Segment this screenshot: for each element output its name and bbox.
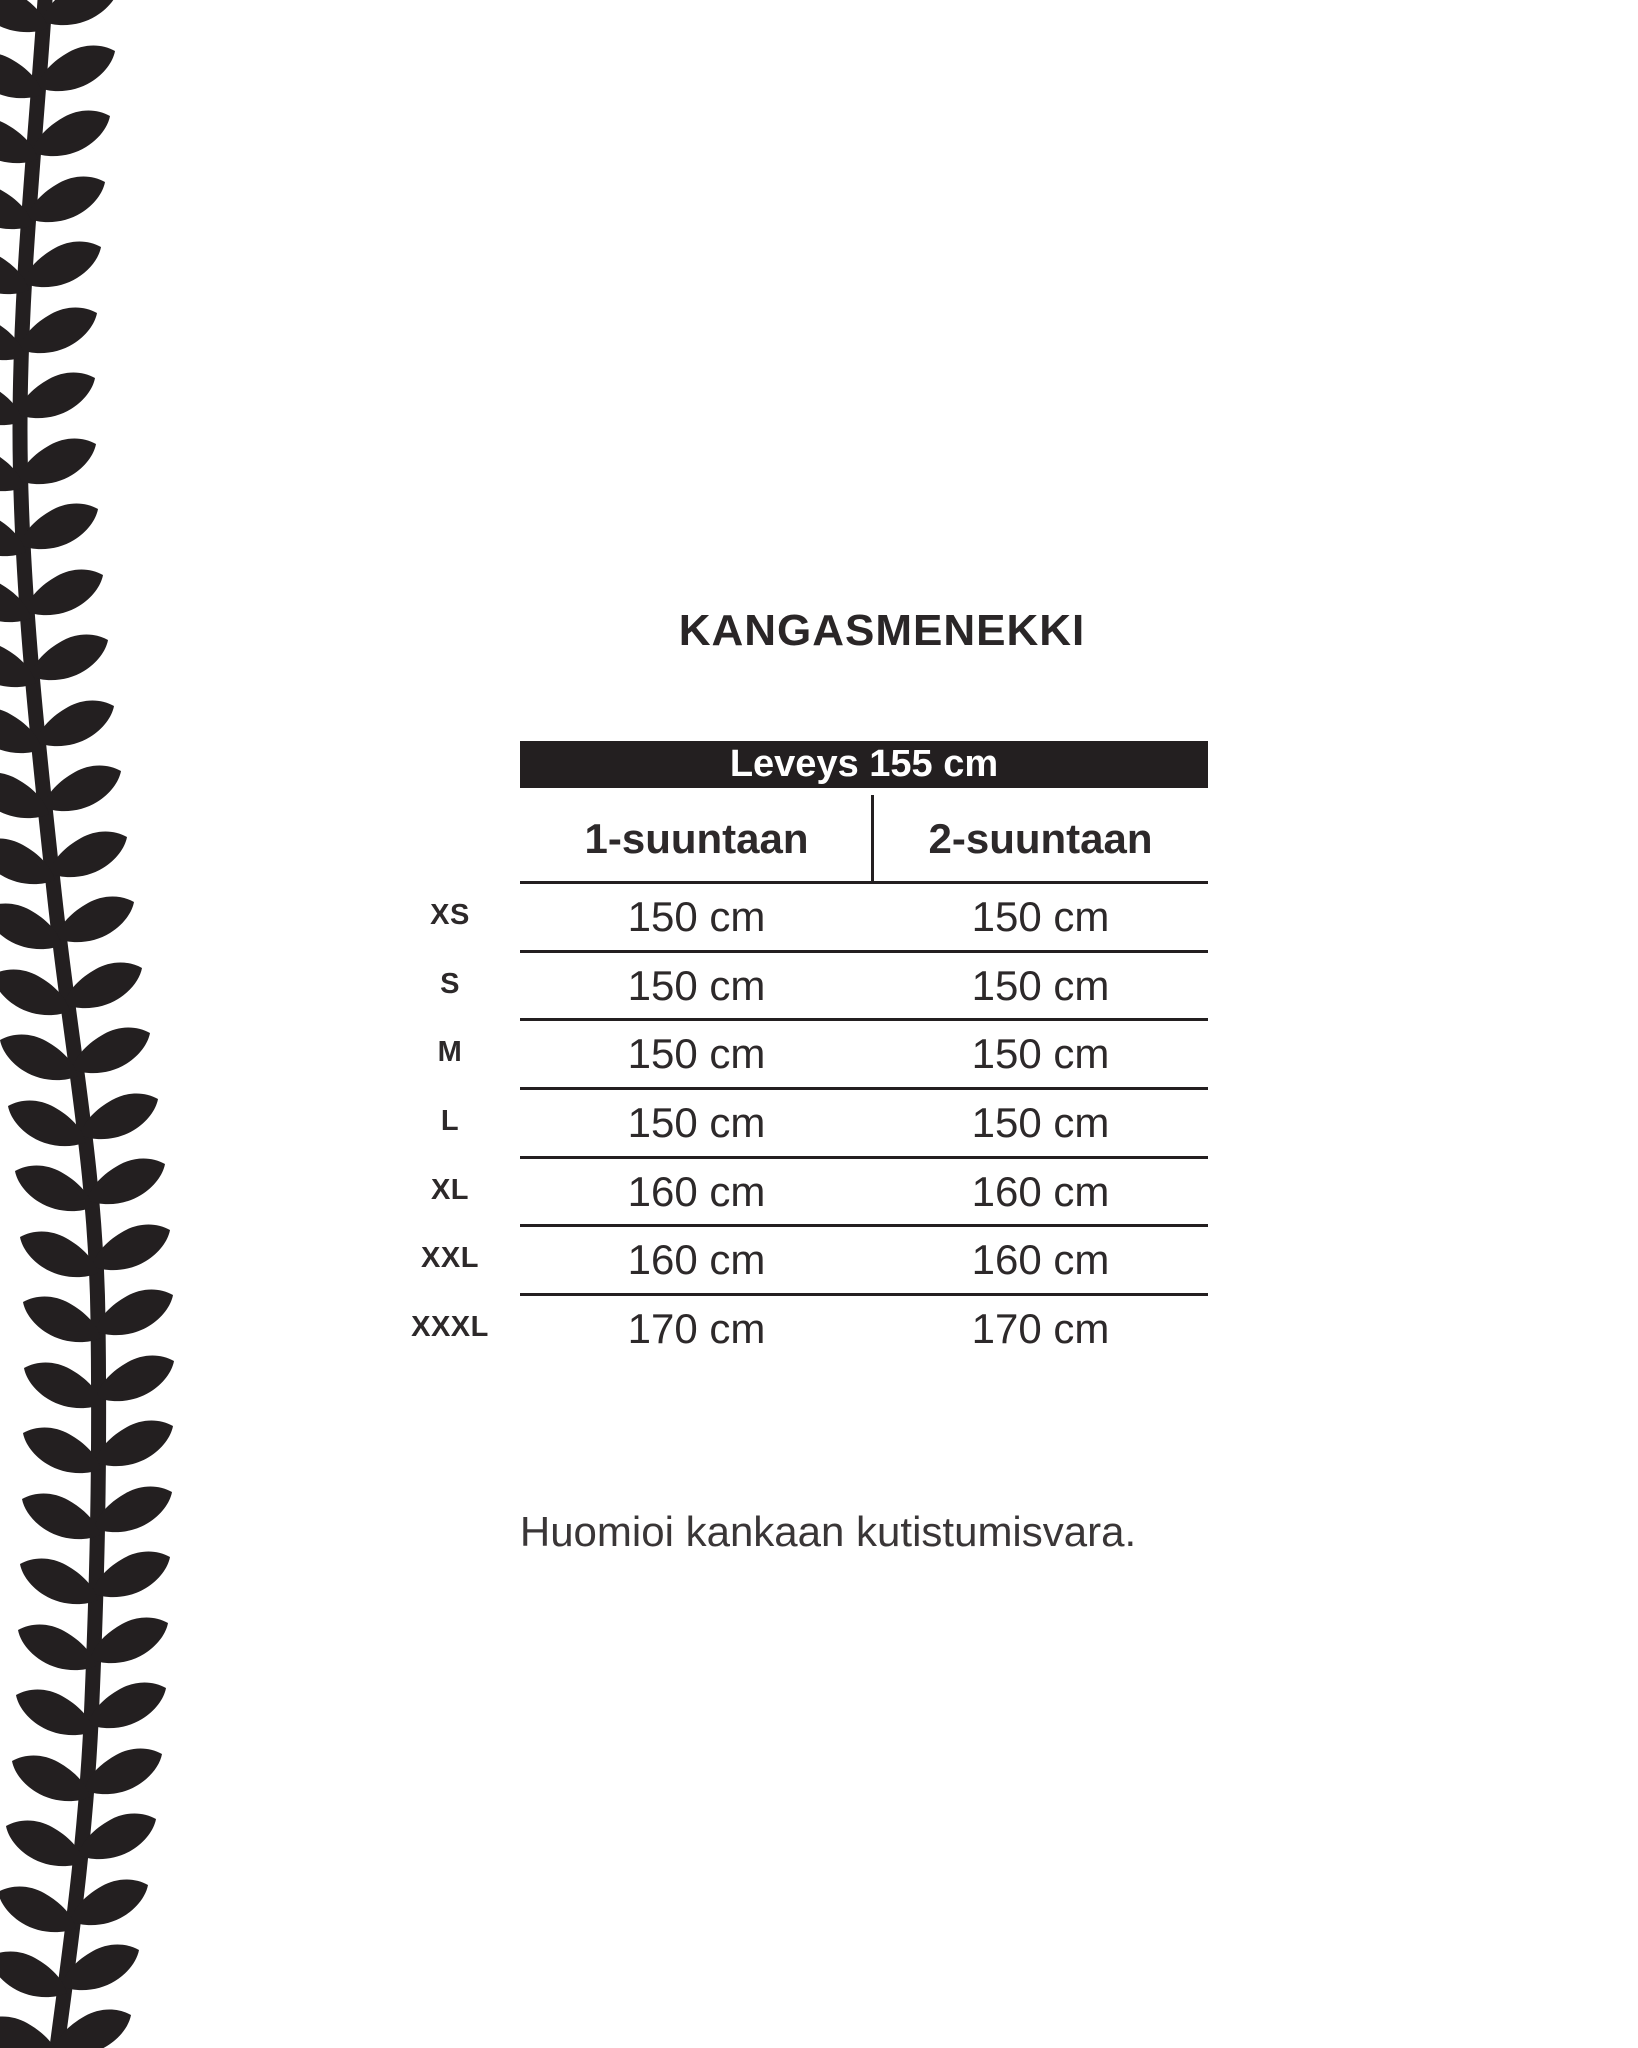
table-row: XL 160 cm 160 cm (380, 1155, 1208, 1225)
value-cell-one-way: 160 cm (627, 1167, 766, 1215)
value-cell-two-way: 170 cm (971, 1304, 1110, 1352)
size-label: XS (430, 898, 470, 931)
size-label: L (440, 1104, 460, 1137)
fabric-requirement-table: Leveys 155 cm 1-suuntaan 2-suuntaan XS 1… (380, 741, 1208, 1362)
table-row: S 150 cm 150 cm (380, 949, 1208, 1019)
size-label: XXL (421, 1242, 479, 1275)
size-label: XXXL (411, 1310, 489, 1343)
table-width-header: Leveys 155 cm (520, 741, 1208, 788)
column-header-row: 1-suuntaan 2-suuntaan (520, 788, 1208, 881)
table-row: XXL 160 cm 160 cm (380, 1224, 1208, 1293)
value-cell-one-way: 150 cm (627, 892, 766, 940)
value-cell-two-way: 150 cm (971, 1030, 1110, 1078)
value-cell-one-way: 170 cm (627, 1304, 766, 1352)
value-cell-one-way: 160 cm (627, 1236, 766, 1284)
size-label: S (440, 967, 460, 1000)
value-cell-two-way: 150 cm (971, 892, 1110, 940)
column-header-one-way: 1-suuntaan (584, 814, 809, 862)
table-row: M 150 cm 150 cm (380, 1018, 1208, 1087)
value-cell-two-way: 160 cm (971, 1236, 1110, 1284)
value-cell-two-way: 150 cm (971, 1098, 1110, 1146)
column-header-two-way: 2-suuntaan (928, 814, 1153, 862)
page-title: KANGASMENEKKI (678, 606, 1086, 656)
value-cell-one-way: 150 cm (627, 1030, 766, 1078)
column-divider-line (871, 795, 874, 881)
leaf-vine-icon (0, 0, 174, 2048)
table-row: XXXL 170 cm 170 cm (380, 1293, 1208, 1362)
shrinkage-note: Huomioi kankaan kutistumisvara. (519, 1508, 1137, 1555)
table-row: L 150 cm 150 cm (380, 1087, 1208, 1156)
size-label: XL (430, 1173, 470, 1206)
value-cell-one-way: 150 cm (627, 1098, 766, 1146)
size-label: M (437, 1036, 463, 1069)
table-row: XS 150 cm 150 cm (380, 881, 1208, 950)
value-cell-two-way: 150 cm (971, 961, 1110, 1009)
value-cell-two-way: 160 cm (971, 1167, 1110, 1215)
value-cell-one-way: 150 cm (627, 961, 766, 1009)
